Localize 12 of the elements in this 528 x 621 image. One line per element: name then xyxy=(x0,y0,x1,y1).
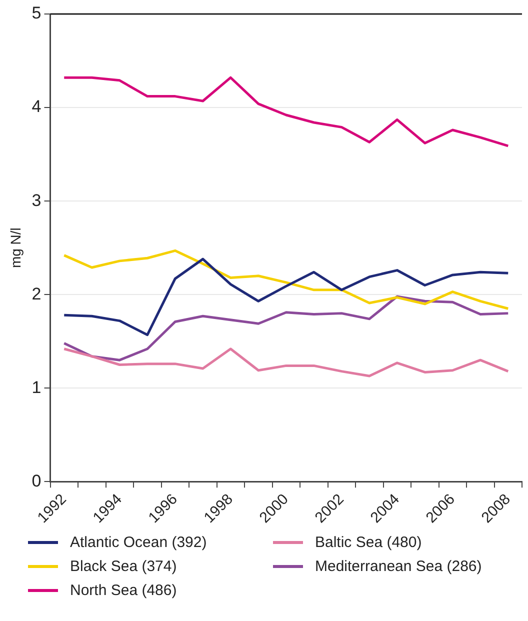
y-tick-label: 5 xyxy=(32,4,42,23)
y-tick-label: 1 xyxy=(32,378,42,397)
legend-label: Atlantic Ocean (392) xyxy=(70,534,207,550)
y-tick-label: 4 xyxy=(32,97,42,116)
y-tick-label: 2 xyxy=(32,284,42,304)
legend-label: Baltic Sea (480) xyxy=(315,534,422,550)
legend-label: Black Sea (374) xyxy=(70,558,177,574)
y-axis-title: mg N/l xyxy=(7,228,24,268)
legend-label: North Sea (486) xyxy=(70,582,177,598)
y-tick-label: 0 xyxy=(32,471,42,490)
y-tick-label: 3 xyxy=(32,190,42,210)
legend-label: Mediterranean Sea (286) xyxy=(315,558,482,574)
